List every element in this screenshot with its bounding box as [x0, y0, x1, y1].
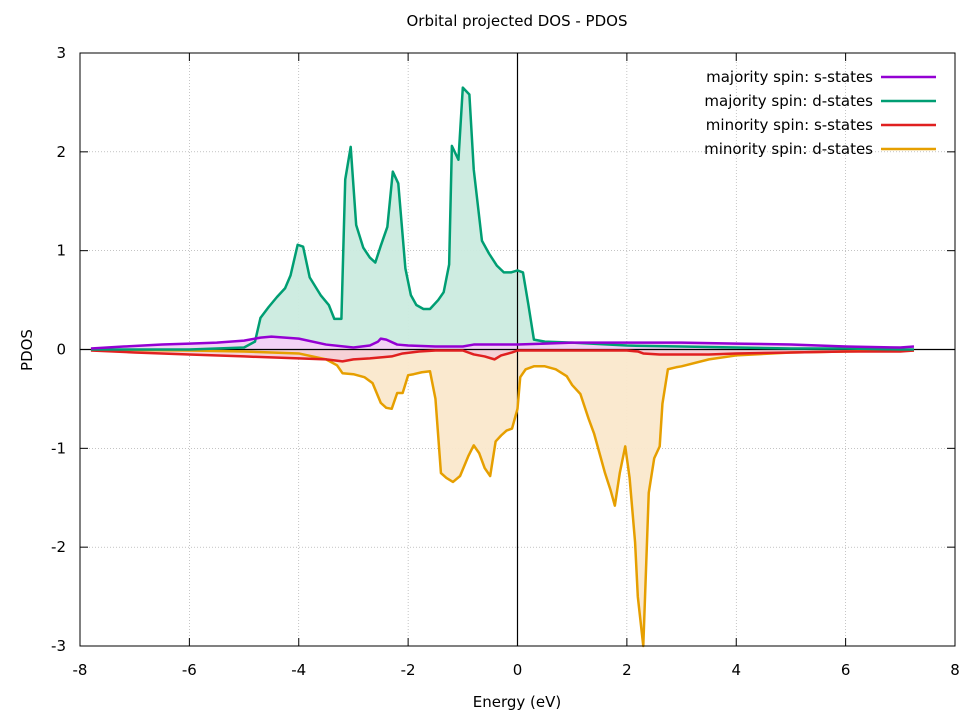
series-line-3	[90, 348, 914, 648]
y-tick-label: 3	[56, 44, 66, 62]
y-axis-label: PDOS	[18, 329, 36, 371]
legend-label: minority spin: d-states	[704, 140, 873, 158]
x-tick-label: 0	[513, 661, 523, 679]
x-tick-label: -6	[182, 661, 197, 679]
x-tick-label: 8	[950, 661, 960, 679]
legend-label: majority spin: d-states	[704, 92, 873, 110]
chart-title: Orbital projected DOS - PDOS	[406, 12, 627, 30]
y-tick-labels: 3 2 1 0 -1 -2 -3	[51, 44, 66, 655]
series-line-2	[90, 349, 915, 363]
y-tick-label: 1	[56, 242, 66, 260]
y-tick-label: -3	[51, 637, 66, 655]
axis-ticks	[79, 52, 956, 647]
x-tick-label: 6	[841, 661, 851, 679]
series-line-0	[90, 335, 915, 350]
x-tick-label: -2	[401, 661, 416, 679]
y-tick-label: 0	[56, 341, 66, 359]
y-tick-label: -2	[51, 538, 66, 556]
x-axis-label: Energy (eV)	[473, 693, 561, 711]
series-fill-1	[90, 87, 914, 350]
x-tick-label: 4	[731, 661, 741, 679]
x-tick-label: -8	[73, 661, 88, 679]
legend-label: minority spin: s-states	[706, 116, 873, 134]
y-tick-label: -1	[51, 439, 66, 457]
series-fill-3	[90, 349, 914, 646]
legend: majority spin: s-states majority spin: d-…	[704, 68, 936, 158]
x-tick-label: 2	[622, 661, 632, 679]
y-tick-label: 2	[56, 143, 66, 161]
x-tick-labels: -8 -6 -4 -2 0 2 4 6 8	[73, 661, 960, 679]
series-lines	[90, 86, 915, 648]
series-line-1	[90, 86, 914, 351]
x-tick-label: -4	[291, 661, 306, 679]
legend-label: majority spin: s-states	[706, 68, 873, 86]
